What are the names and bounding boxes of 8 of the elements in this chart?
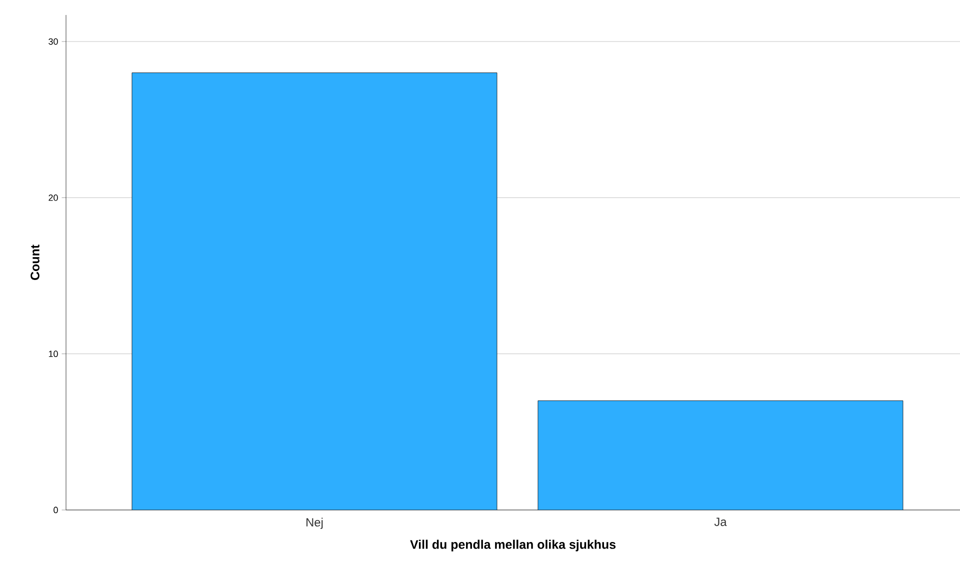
y-tick-label: 30 bbox=[48, 38, 58, 45]
x-tick-label: Ja bbox=[714, 518, 727, 526]
y-tick-label: 20 bbox=[48, 194, 58, 201]
y-tick-label: 0 bbox=[54, 506, 58, 514]
x-axis-title: Vill du pendla mellan olika sjukhus bbox=[410, 540, 616, 552]
y-axis-title: Count bbox=[30, 244, 40, 280]
x-tick-label: Nej bbox=[306, 518, 323, 529]
y-tick-label: 10 bbox=[48, 350, 58, 358]
